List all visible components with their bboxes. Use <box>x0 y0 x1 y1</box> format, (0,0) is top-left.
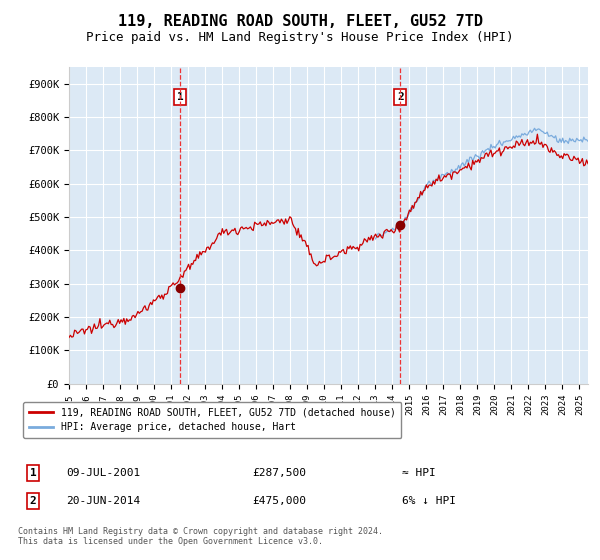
Text: £475,000: £475,000 <box>252 496 306 506</box>
Text: 09-JUL-2001: 09-JUL-2001 <box>66 468 140 478</box>
Text: 2: 2 <box>29 496 37 506</box>
Text: 1: 1 <box>177 92 184 102</box>
Legend: 119, READING ROAD SOUTH, FLEET, GU52 7TD (detached house), HPI: Average price, d: 119, READING ROAD SOUTH, FLEET, GU52 7TD… <box>23 402 401 438</box>
Text: Contains HM Land Registry data © Crown copyright and database right 2024.
This d: Contains HM Land Registry data © Crown c… <box>18 526 383 546</box>
Text: £287,500: £287,500 <box>252 468 306 478</box>
Text: 1: 1 <box>29 468 37 478</box>
Text: Price paid vs. HM Land Registry's House Price Index (HPI): Price paid vs. HM Land Registry's House … <box>86 31 514 44</box>
Text: ≈ HPI: ≈ HPI <box>402 468 436 478</box>
Text: 20-JUN-2014: 20-JUN-2014 <box>66 496 140 506</box>
Text: 2: 2 <box>397 92 404 102</box>
Text: 6% ↓ HPI: 6% ↓ HPI <box>402 496 456 506</box>
Text: 119, READING ROAD SOUTH, FLEET, GU52 7TD: 119, READING ROAD SOUTH, FLEET, GU52 7TD <box>118 14 482 29</box>
